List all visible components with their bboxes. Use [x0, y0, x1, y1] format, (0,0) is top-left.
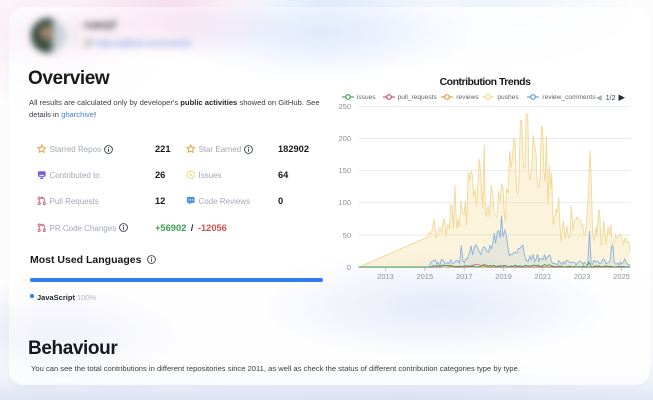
svg-text:150: 150 [338, 166, 351, 175]
svg-text:2021: 2021 [534, 272, 551, 281]
svg-text:100: 100 [338, 198, 351, 207]
svg-text:250: 250 [338, 102, 351, 111]
svg-text:2023: 2023 [574, 272, 591, 281]
svg-text:50: 50 [343, 231, 351, 240]
svg-text:200: 200 [338, 134, 351, 143]
svg-text:2013: 2013 [377, 272, 394, 281]
svg-text:0: 0 [347, 263, 351, 272]
svg-text:2017: 2017 [456, 272, 473, 281]
svg-text:2015: 2015 [416, 272, 433, 281]
svg-text:2019: 2019 [495, 272, 512, 281]
svg-text:2025: 2025 [613, 272, 630, 281]
